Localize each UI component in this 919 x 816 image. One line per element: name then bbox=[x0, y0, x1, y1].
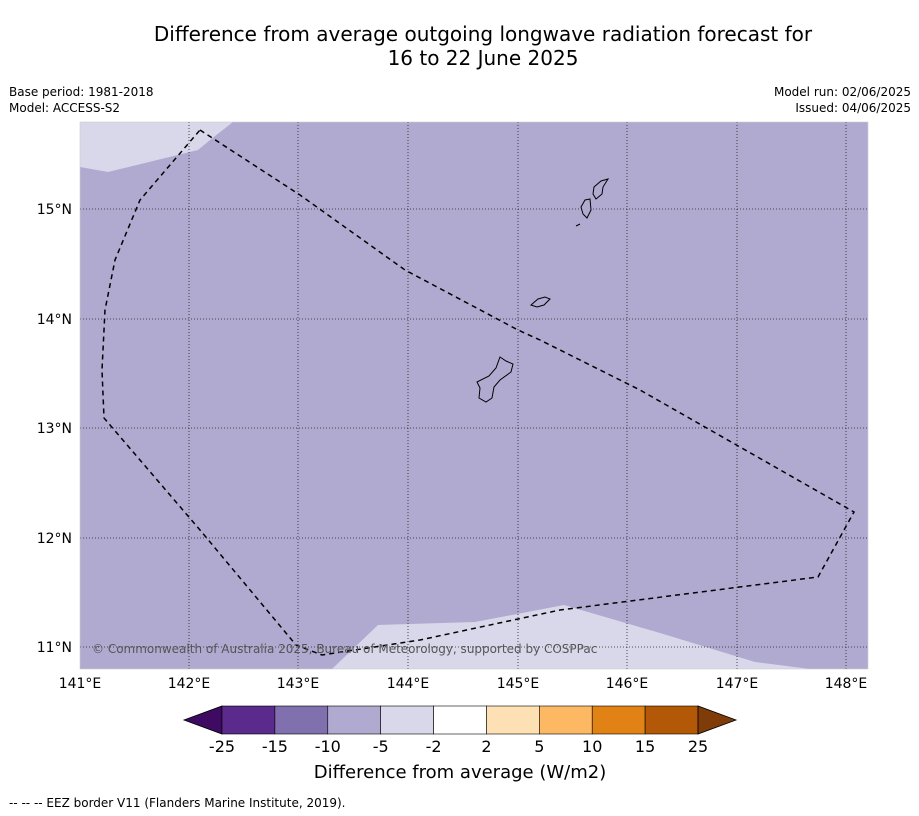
map-background bbox=[80, 122, 868, 669]
lat-label-13: 13°N bbox=[37, 421, 72, 437]
colorbar-tick-label: -15 bbox=[262, 737, 288, 756]
title-line-1: Difference from average outgoing longwav… bbox=[153, 22, 813, 46]
colorbar-segment bbox=[644, 705, 699, 735]
base-period: Base period: 1981-2018 bbox=[9, 85, 154, 99]
colorbar: -25 -15 -10 -5 -2 2 5 10 15 25 bbox=[182, 705, 738, 756]
issued-date: Issued: 04/06/2025 bbox=[795, 101, 911, 115]
colorbar-extend-high bbox=[697, 705, 738, 735]
island-tinian bbox=[580, 198, 592, 219]
colorbar-tick-label: -2 bbox=[426, 737, 442, 756]
colorbar-segment bbox=[539, 705, 593, 735]
map-frame bbox=[79, 121, 869, 670]
island-rota bbox=[530, 296, 551, 308]
lon-label-148: 148°E bbox=[825, 676, 868, 692]
colorbar-segment bbox=[221, 705, 276, 735]
lon-label-144: 144°E bbox=[387, 676, 430, 692]
island-saipan bbox=[592, 178, 610, 200]
footer-note: -- -- -- EEZ border V11 (Flanders Marine… bbox=[9, 796, 346, 810]
anomaly-region-south bbox=[332, 605, 810, 669]
model-name: Model: ACCESS-S2 bbox=[9, 101, 121, 115]
colorbar-segment bbox=[433, 705, 487, 735]
colorbar-segment bbox=[327, 705, 381, 735]
colorbar-title: Difference from average (W/m2) bbox=[314, 762, 606, 783]
colorbar-segment bbox=[486, 705, 540, 735]
island-aguijan bbox=[575, 223, 581, 227]
anomaly-region-northwest bbox=[80, 122, 233, 172]
lon-label-147: 147°E bbox=[716, 676, 759, 692]
lon-label-141: 141°E bbox=[59, 676, 102, 692]
colorbar-segment bbox=[274, 705, 329, 735]
title-line-2: 16 to 22 June 2025 bbox=[387, 46, 579, 70]
longitude-labels: 141°E 142°E 143°E 144°E 145°E 146°E 147°… bbox=[59, 676, 868, 692]
colorbar-tick-label: 15 bbox=[635, 737, 655, 756]
lat-label-11: 11°N bbox=[37, 640, 72, 656]
colorbar-tick-label: 10 bbox=[582, 737, 602, 756]
colorbar-tick-label: 2 bbox=[481, 737, 491, 756]
eez-border bbox=[101, 129, 856, 656]
model-run: Model run: 02/06/2025 bbox=[773, 85, 911, 99]
colorbar-tick-label: 5 bbox=[534, 737, 544, 756]
copyright-text: © Commonwealth of Australia 2025, Bureau… bbox=[92, 642, 597, 656]
colorbar-tick-label: -5 bbox=[373, 737, 389, 756]
lon-label-146: 146°E bbox=[606, 676, 649, 692]
lon-label-142: 142°E bbox=[168, 676, 211, 692]
gridlines bbox=[80, 122, 868, 669]
colorbar-segment bbox=[591, 705, 646, 735]
chart-title: Difference from average outgoing longwav… bbox=[0, 22, 919, 70]
lon-label-145: 145°E bbox=[497, 676, 540, 692]
lon-label-143: 143°E bbox=[277, 676, 320, 692]
colorbar-tick-label: -25 bbox=[209, 737, 235, 756]
island-guam bbox=[476, 356, 514, 403]
lat-label-14: 14°N bbox=[37, 312, 72, 328]
meta-left: Base period: 1981-2018 Model: ACCESS-S2 bbox=[9, 84, 154, 116]
colorbar-extend-low bbox=[182, 705, 223, 735]
colorbar-tick-label: -10 bbox=[315, 737, 341, 756]
colorbar-segment bbox=[380, 705, 434, 735]
lat-label-12: 12°N bbox=[37, 531, 72, 547]
colorbar-tick-label: 25 bbox=[688, 737, 708, 756]
meta-right: Model run: 02/06/2025 Issued: 04/06/2025 bbox=[774, 84, 911, 116]
latitude-labels: 15°N 14°N 13°N 12°N 11°N bbox=[37, 202, 72, 656]
lat-label-15: 15°N bbox=[37, 202, 72, 218]
